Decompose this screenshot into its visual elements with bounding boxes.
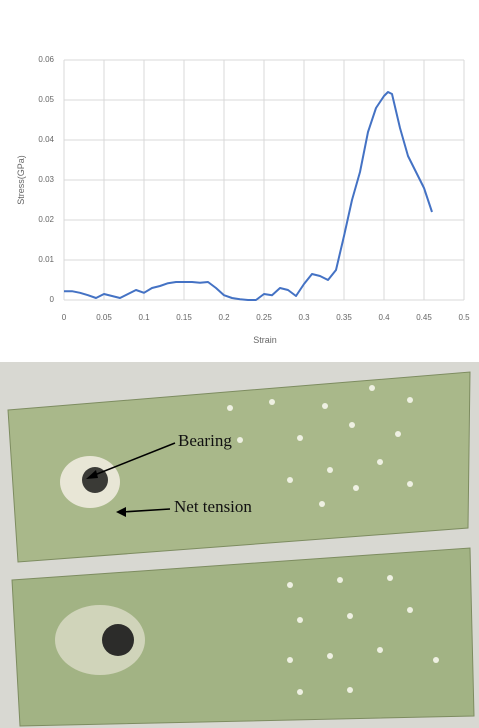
- y-tick-label: 0.01: [38, 255, 54, 264]
- y-tick-label: 0.03: [38, 175, 54, 184]
- x-tick-label: 0.5: [458, 313, 470, 322]
- x-tick-label: 0.4: [378, 313, 390, 322]
- x-tick-label: 0.15: [176, 313, 192, 322]
- y-tick-label: 0.02: [38, 215, 54, 224]
- figure: Strain Stress(GPa) Bearing Net tension 0…: [0, 0, 479, 728]
- y-tick-label: 0.05: [38, 95, 54, 104]
- x-tick-label: 0.3: [298, 313, 310, 322]
- x-tick-label: 0.05: [96, 313, 112, 322]
- y-axis-title: Stress(GPa): [16, 155, 26, 205]
- x-tick-label: 0.25: [256, 313, 272, 322]
- bolt: [102, 624, 134, 656]
- x-axis-title: Strain: [253, 335, 277, 345]
- y-tick-label: 0: [50, 295, 55, 304]
- x-tick-label: 0.45: [416, 313, 432, 322]
- annotation: Net tension: [174, 497, 252, 516]
- annotation: Bearing: [178, 431, 232, 450]
- x-tick-label: 0.35: [336, 313, 352, 322]
- x-tick-label: 0.1: [138, 313, 150, 322]
- x-tick-label: 0.2: [218, 313, 230, 322]
- y-tick-label: 0.04: [38, 135, 54, 144]
- y-tick-label: 0.06: [38, 55, 54, 64]
- specimen-photos: Bearing Net tension: [0, 362, 479, 728]
- x-tick-label: 0: [62, 313, 67, 322]
